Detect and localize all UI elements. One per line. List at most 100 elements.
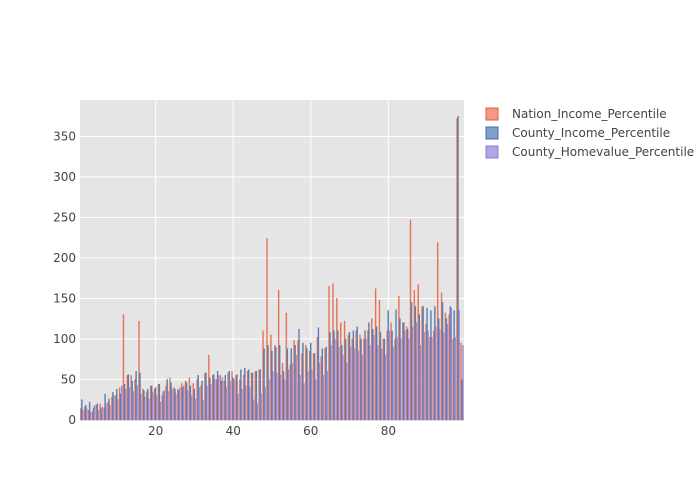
- bar[interactable]: [97, 410, 100, 421]
- bar[interactable]: [119, 393, 122, 421]
- legend-item[interactable]: County_Income_Percentile: [485, 126, 670, 140]
- bar[interactable]: [157, 384, 160, 421]
- bar[interactable]: [204, 372, 206, 421]
- bar[interactable]: [123, 384, 126, 421]
- bar[interactable]: [375, 326, 378, 421]
- bar[interactable]: [135, 371, 137, 421]
- bar[interactable]: [293, 340, 295, 421]
- bar[interactable]: [371, 318, 373, 421]
- bar[interactable]: [85, 405, 87, 421]
- bar[interactable]: [262, 330, 264, 421]
- bar[interactable]: [454, 337, 456, 421]
- bar[interactable]: [217, 375, 220, 421]
- bar[interactable]: [104, 393, 106, 421]
- bar[interactable]: [255, 371, 258, 421]
- bar[interactable]: [266, 238, 268, 421]
- bar[interactable]: [240, 369, 242, 421]
- bar[interactable]: [338, 346, 340, 421]
- bar[interactable]: [414, 306, 417, 421]
- bar[interactable]: [202, 400, 204, 421]
- bar[interactable]: [286, 348, 289, 421]
- bar[interactable]: [150, 385, 153, 421]
- bar[interactable]: [308, 350, 311, 421]
- bar[interactable]: [86, 408, 88, 421]
- bar[interactable]: [291, 363, 293, 421]
- bar[interactable]: [159, 401, 162, 421]
- bar[interactable]: [206, 385, 208, 421]
- bar[interactable]: [368, 322, 370, 421]
- bar[interactable]: [216, 371, 219, 421]
- bar[interactable]: [295, 354, 297, 421]
- bar[interactable]: [411, 326, 414, 421]
- bar[interactable]: [220, 380, 223, 421]
- bar[interactable]: [310, 342, 312, 421]
- bar[interactable]: [403, 322, 405, 421]
- bar[interactable]: [421, 306, 423, 421]
- bar[interactable]: [285, 312, 288, 421]
- bar[interactable]: [197, 375, 199, 421]
- bar[interactable]: [178, 390, 180, 421]
- bar[interactable]: [376, 345, 379, 421]
- bar[interactable]: [299, 375, 301, 421]
- bar[interactable]: [194, 398, 197, 421]
- bar[interactable]: [169, 377, 171, 421]
- bar[interactable]: [122, 314, 125, 421]
- bar[interactable]: [418, 314, 420, 421]
- bar[interactable]: [112, 392, 114, 421]
- bar[interactable]: [356, 326, 358, 421]
- bar[interactable]: [347, 334, 350, 421]
- bar[interactable]: [390, 322, 392, 421]
- bar[interactable]: [158, 384, 161, 421]
- bar[interactable]: [433, 330, 435, 421]
- bar[interactable]: [399, 318, 401, 421]
- bar[interactable]: [452, 338, 454, 421]
- bar[interactable]: [305, 345, 307, 421]
- bar[interactable]: [186, 390, 189, 421]
- bar[interactable]: [138, 320, 140, 421]
- bar[interactable]: [312, 353, 315, 421]
- bar[interactable]: [149, 385, 152, 421]
- bar[interactable]: [117, 399, 119, 421]
- bar[interactable]: [126, 375, 129, 421]
- bar[interactable]: [231, 371, 233, 421]
- bar[interactable]: [148, 398, 150, 421]
- bar[interactable]: [405, 326, 408, 421]
- bar[interactable]: [316, 337, 319, 421]
- bar[interactable]: [380, 348, 383, 421]
- bar[interactable]: [111, 397, 113, 421]
- bar[interactable]: [282, 371, 285, 421]
- bar[interactable]: [153, 388, 156, 421]
- bar[interactable]: [349, 346, 352, 421]
- bar[interactable]: [270, 334, 272, 421]
- bar[interactable]: [277, 290, 280, 421]
- bar[interactable]: [462, 345, 464, 421]
- bar[interactable]: [410, 302, 413, 421]
- bar[interactable]: [301, 353, 303, 421]
- bar[interactable]: [287, 369, 290, 421]
- bar[interactable]: [251, 372, 254, 421]
- bar[interactable]: [165, 385, 167, 421]
- bar[interactable]: [105, 403, 107, 421]
- bar[interactable]: [324, 348, 326, 421]
- bar[interactable]: [128, 387, 131, 421]
- bar[interactable]: [436, 242, 439, 421]
- bar[interactable]: [415, 322, 418, 421]
- bar[interactable]: [130, 375, 132, 421]
- bar[interactable]: [167, 391, 169, 421]
- bar[interactable]: [124, 388, 127, 421]
- bar[interactable]: [355, 330, 357, 421]
- bar[interactable]: [115, 395, 117, 421]
- bar[interactable]: [174, 388, 176, 421]
- bar[interactable]: [198, 387, 200, 421]
- bar[interactable]: [136, 385, 138, 421]
- bar[interactable]: [239, 379, 241, 421]
- bar[interactable]: [91, 411, 94, 421]
- bar[interactable]: [245, 385, 247, 421]
- bar[interactable]: [457, 115, 459, 421]
- bar[interactable]: [360, 338, 362, 421]
- bar[interactable]: [213, 374, 215, 421]
- bar[interactable]: [322, 375, 325, 421]
- legend-item[interactable]: County_Homevalue_Percentile: [485, 145, 694, 159]
- bar[interactable]: [426, 307, 428, 421]
- bar[interactable]: [345, 363, 348, 421]
